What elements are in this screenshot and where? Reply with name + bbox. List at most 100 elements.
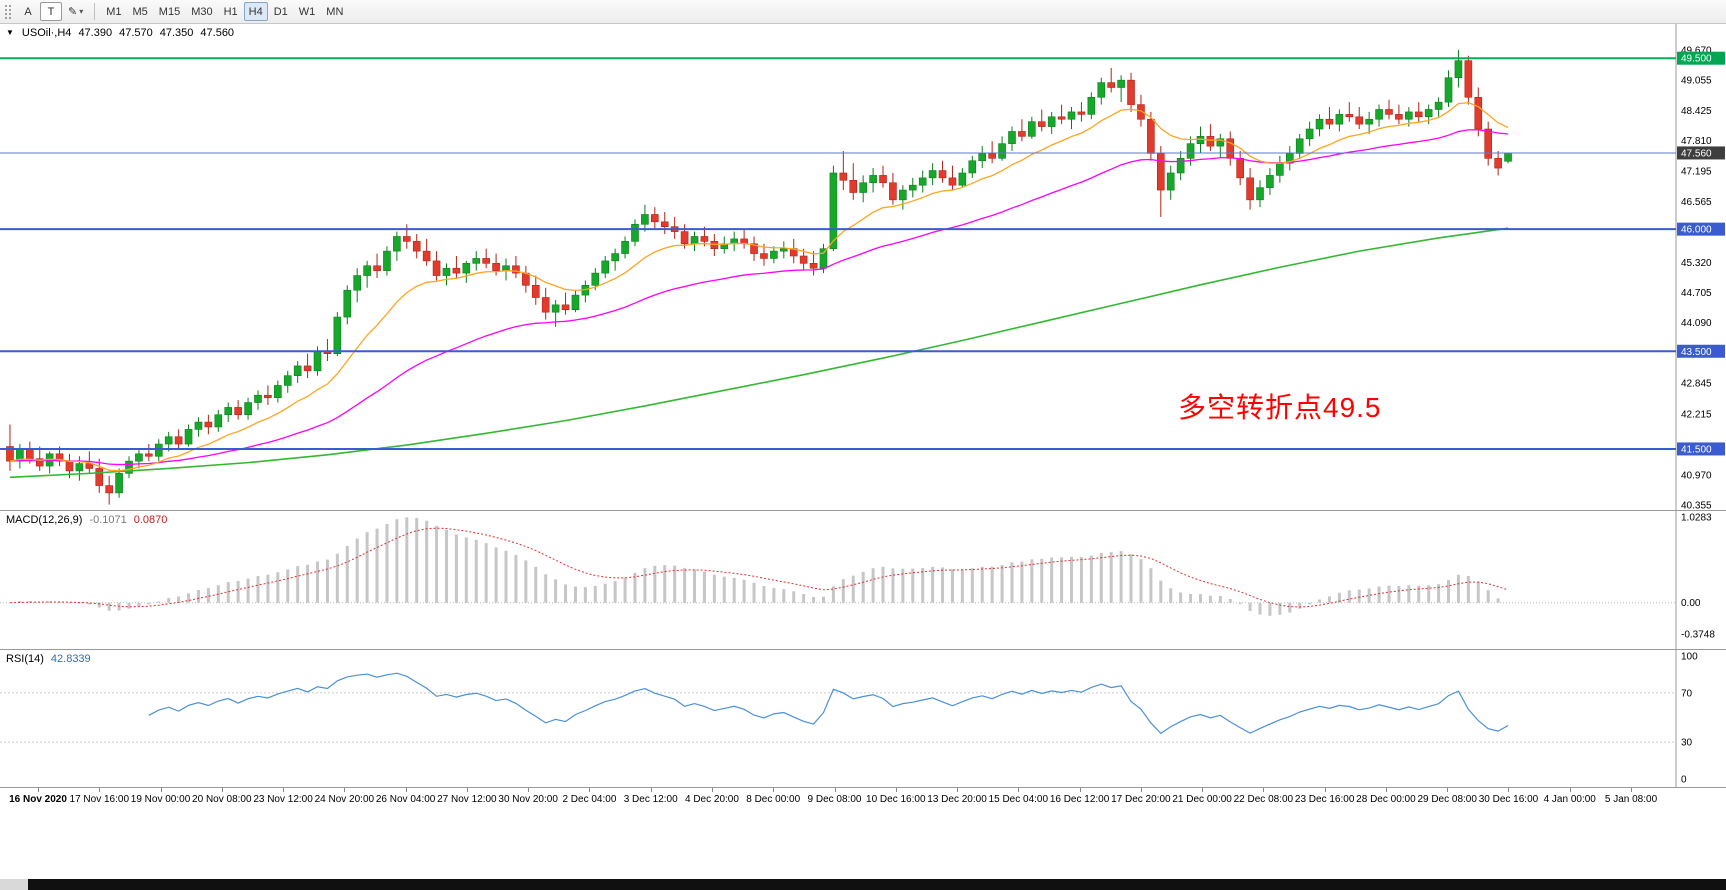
time-label: 15 Dec 04:00 xyxy=(988,794,1049,805)
rsi-surface[interactable]: 100 70 30 0 xyxy=(0,650,1726,787)
bottom-area xyxy=(0,811,1726,890)
time-label: 24 Nov 20:00 xyxy=(314,794,375,805)
time-tick xyxy=(528,788,530,792)
time-tick xyxy=(1385,788,1387,792)
time-label: 30 Dec 16:00 xyxy=(1478,794,1539,805)
svg-text:44.705: 44.705 xyxy=(1681,288,1712,299)
bottom-corner xyxy=(0,879,28,890)
timeframe-mn-button[interactable]: MN xyxy=(321,2,348,21)
svg-text:45.320: 45.320 xyxy=(1681,258,1712,269)
annotate-tool-button[interactable]: A xyxy=(17,2,39,21)
time-label: 22 Dec 08:00 xyxy=(1233,794,1294,805)
time-tick xyxy=(834,788,836,792)
time-label: 9 Dec 08:00 xyxy=(807,794,862,805)
svg-text:42.845: 42.845 xyxy=(1681,379,1712,390)
rsi-panel[interactable]: RSI(14) 42.8339 100 70 30 0 xyxy=(0,650,1726,788)
time-tick xyxy=(38,788,39,792)
time-label: 23 Dec 16:00 xyxy=(1294,794,1355,805)
svg-text:1.0283: 1.0283 xyxy=(1681,513,1712,524)
timeframe-w1-button[interactable]: W1 xyxy=(294,2,321,21)
svg-text:44.090: 44.090 xyxy=(1681,318,1712,329)
time-tick xyxy=(1263,788,1265,792)
time-label: 21 Dec 00:00 xyxy=(1172,794,1232,805)
pencil-icon: ✎ xyxy=(68,6,78,18)
time-label: 4 Dec 20:00 xyxy=(684,794,739,805)
timeframe-d1-button[interactable]: D1 xyxy=(269,2,293,21)
time-label: 10 Dec 16:00 xyxy=(866,794,926,805)
chevron-down-icon: ▾ xyxy=(79,7,84,16)
price-chart-surface[interactable]: 49.670 49.055 48.425 47.810 47.195 46.565 45.3… xyxy=(0,24,1726,510)
timeframe-m5-button[interactable]: M5 xyxy=(128,2,153,21)
ohlc-open: 47.390 xyxy=(78,27,113,39)
time-tick xyxy=(957,788,959,792)
chart-symbol-header: ▼ USOil·,H4 47.390 47.570 47.350 47.560 xyxy=(6,27,234,39)
time-tick xyxy=(1631,788,1632,792)
fast-ma-line xyxy=(9,101,1509,472)
expander-icon[interactable]: ▼ xyxy=(6,28,14,37)
time-tick xyxy=(1202,788,1204,792)
time-tick xyxy=(1140,788,1142,792)
time-axis[interactable]: 16 Nov 2020 17 Nov 16:00 19 Nov 00:00 20 No… xyxy=(0,788,1726,811)
bottom-bar xyxy=(28,879,1726,890)
time-tick xyxy=(1079,788,1081,792)
svg-text:46.565: 46.565 xyxy=(1681,197,1712,208)
time-label: 27 Nov 12:00 xyxy=(437,794,497,805)
macd-surface[interactable]: 1.0283 0.00 -0.3748 xyxy=(0,511,1726,649)
svg-text:41.500: 41.500 xyxy=(1681,444,1712,455)
ohlc-high: 47.570 xyxy=(119,27,153,39)
slow-ma-line xyxy=(9,227,1509,479)
time-label: 28 Dec 00:00 xyxy=(1356,794,1416,805)
time-label: 5 Jan 08:00 xyxy=(1604,794,1658,805)
time-label: 29 Dec 08:00 xyxy=(1417,794,1477,805)
symbol-label: USOil·,H4 xyxy=(21,27,72,39)
macd-histogram xyxy=(18,517,1510,616)
time-tick xyxy=(405,788,407,792)
svg-text:42.215: 42.215 xyxy=(1681,410,1712,421)
time-label: 26 Nov 04:00 xyxy=(375,794,436,805)
toolbar: A T ✎ ▾ M1 M5 M15 M30 H1 H4 D1 W1 MN xyxy=(0,0,1726,24)
timeframe-h4-button[interactable]: H4 xyxy=(243,2,268,21)
price-chart-panel[interactable]: ▼ USOil·,H4 47.390 47.570 47.350 47.560 … xyxy=(0,24,1726,511)
svg-text:49.500: 49.500 xyxy=(1681,54,1712,65)
timeframe-m30-button[interactable]: M30 xyxy=(186,2,217,21)
text-tool-button[interactable]: T xyxy=(40,2,62,21)
time-tick xyxy=(344,788,346,792)
time-tick xyxy=(711,788,713,792)
draw-tool-button[interactable]: ✎ ▾ xyxy=(63,2,88,21)
rsi-header: RSI(14) 42.8339 xyxy=(6,653,91,665)
svg-text:49.055: 49.055 xyxy=(1681,75,1712,86)
svg-text:47.560: 47.560 xyxy=(1681,148,1712,159)
time-tick xyxy=(895,788,897,792)
timeframe-h1-button[interactable]: H1 xyxy=(219,2,243,21)
time-label: 20 Nov 08:00 xyxy=(192,794,252,805)
svg-text:40.970: 40.970 xyxy=(1681,470,1712,481)
macd-label: MACD(12,26,9) xyxy=(6,514,83,526)
time-tick xyxy=(650,788,652,792)
time-label: 2 Dec 04:00 xyxy=(562,794,617,805)
macd-signal-value: 0.0870 xyxy=(133,514,168,526)
macd-panel[interactable]: MACD(12,26,9) -0.1071 0.0870 1.0283 0.00 -… xyxy=(0,511,1726,650)
time-label: 16 Dec 12:00 xyxy=(1049,794,1110,805)
svg-text:0: 0 xyxy=(1681,775,1687,786)
ohlc-close: 47.560 xyxy=(200,27,235,39)
time-tick xyxy=(1569,788,1571,792)
timeframe-m15-button[interactable]: M15 xyxy=(154,2,185,21)
svg-text:-0.3748: -0.3748 xyxy=(1681,630,1715,641)
time-tick xyxy=(773,788,775,792)
toolbar-separator xyxy=(94,3,96,20)
chart-text-annotation[interactable]: 多空转折点49.5 xyxy=(1178,392,1382,423)
time-tick xyxy=(1324,788,1326,792)
macd-axis-labels: 1.0283 0.00 -0.3748 xyxy=(1681,513,1715,641)
rsi-label: RSI(14) xyxy=(6,653,44,665)
time-tick xyxy=(1508,788,1510,792)
macd-signal-line xyxy=(9,527,1509,608)
timeframe-m1-button[interactable]: M1 xyxy=(101,2,126,21)
time-tick xyxy=(1018,788,1020,792)
time-label: 19 Nov 00:00 xyxy=(130,794,191,805)
rsi-value: 42.8339 xyxy=(50,653,91,665)
toolbar-drag-handle[interactable] xyxy=(4,3,12,20)
svg-text:30: 30 xyxy=(1681,738,1693,749)
timeframe-group: M1 M5 M15 M30 H1 H4 D1 W1 MN xyxy=(101,2,348,21)
svg-text:0.00: 0.00 xyxy=(1681,598,1701,609)
time-tick xyxy=(99,788,101,792)
